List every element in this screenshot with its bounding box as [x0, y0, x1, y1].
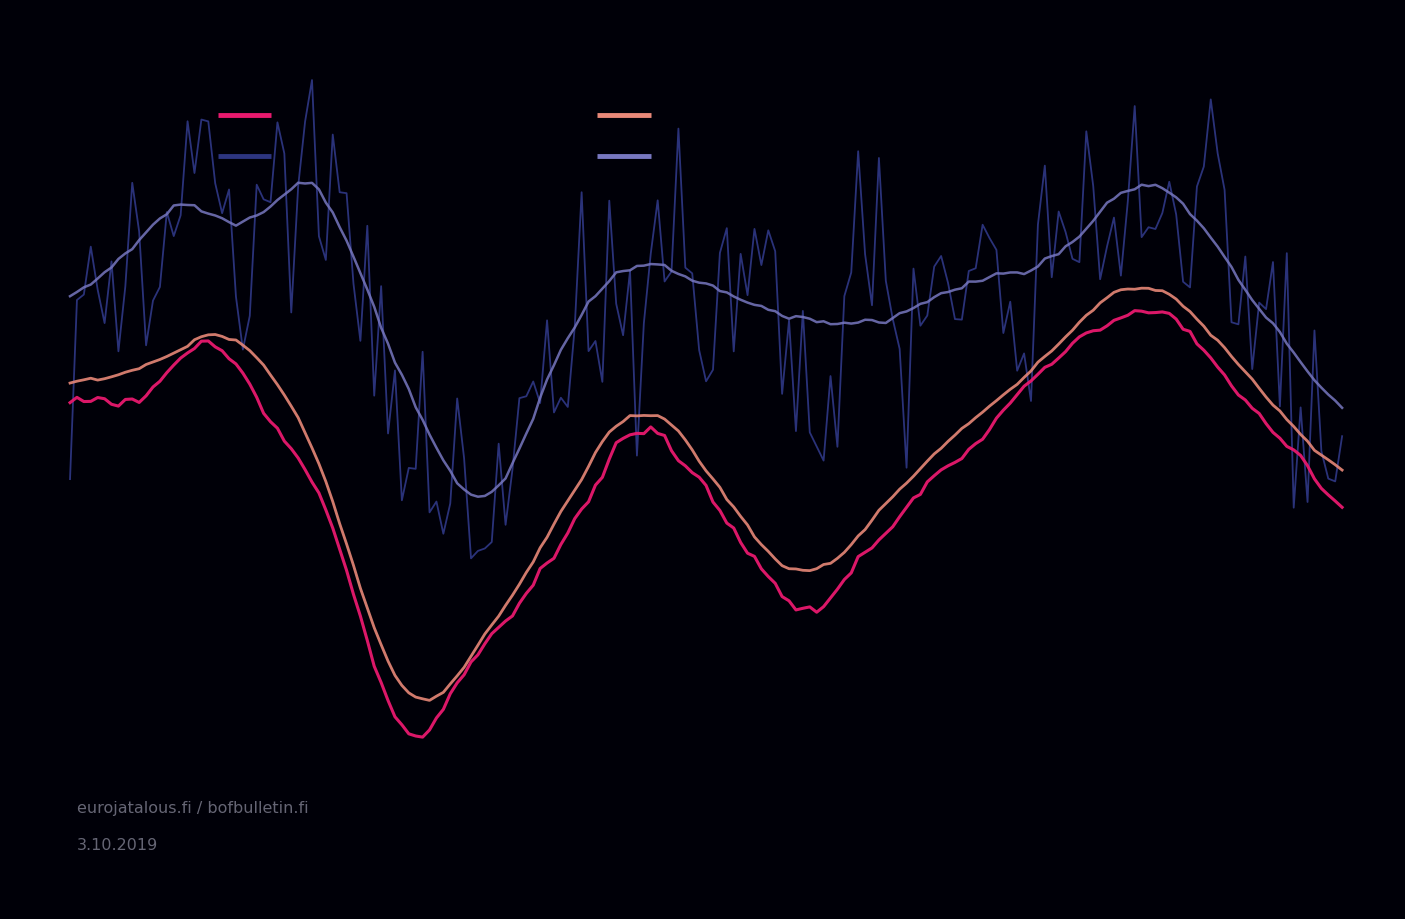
Text: 3.10.2019: 3.10.2019: [77, 838, 159, 853]
Text: eurojatalous.fi / bofbulletin.fi: eurojatalous.fi / bofbulletin.fi: [77, 801, 309, 816]
